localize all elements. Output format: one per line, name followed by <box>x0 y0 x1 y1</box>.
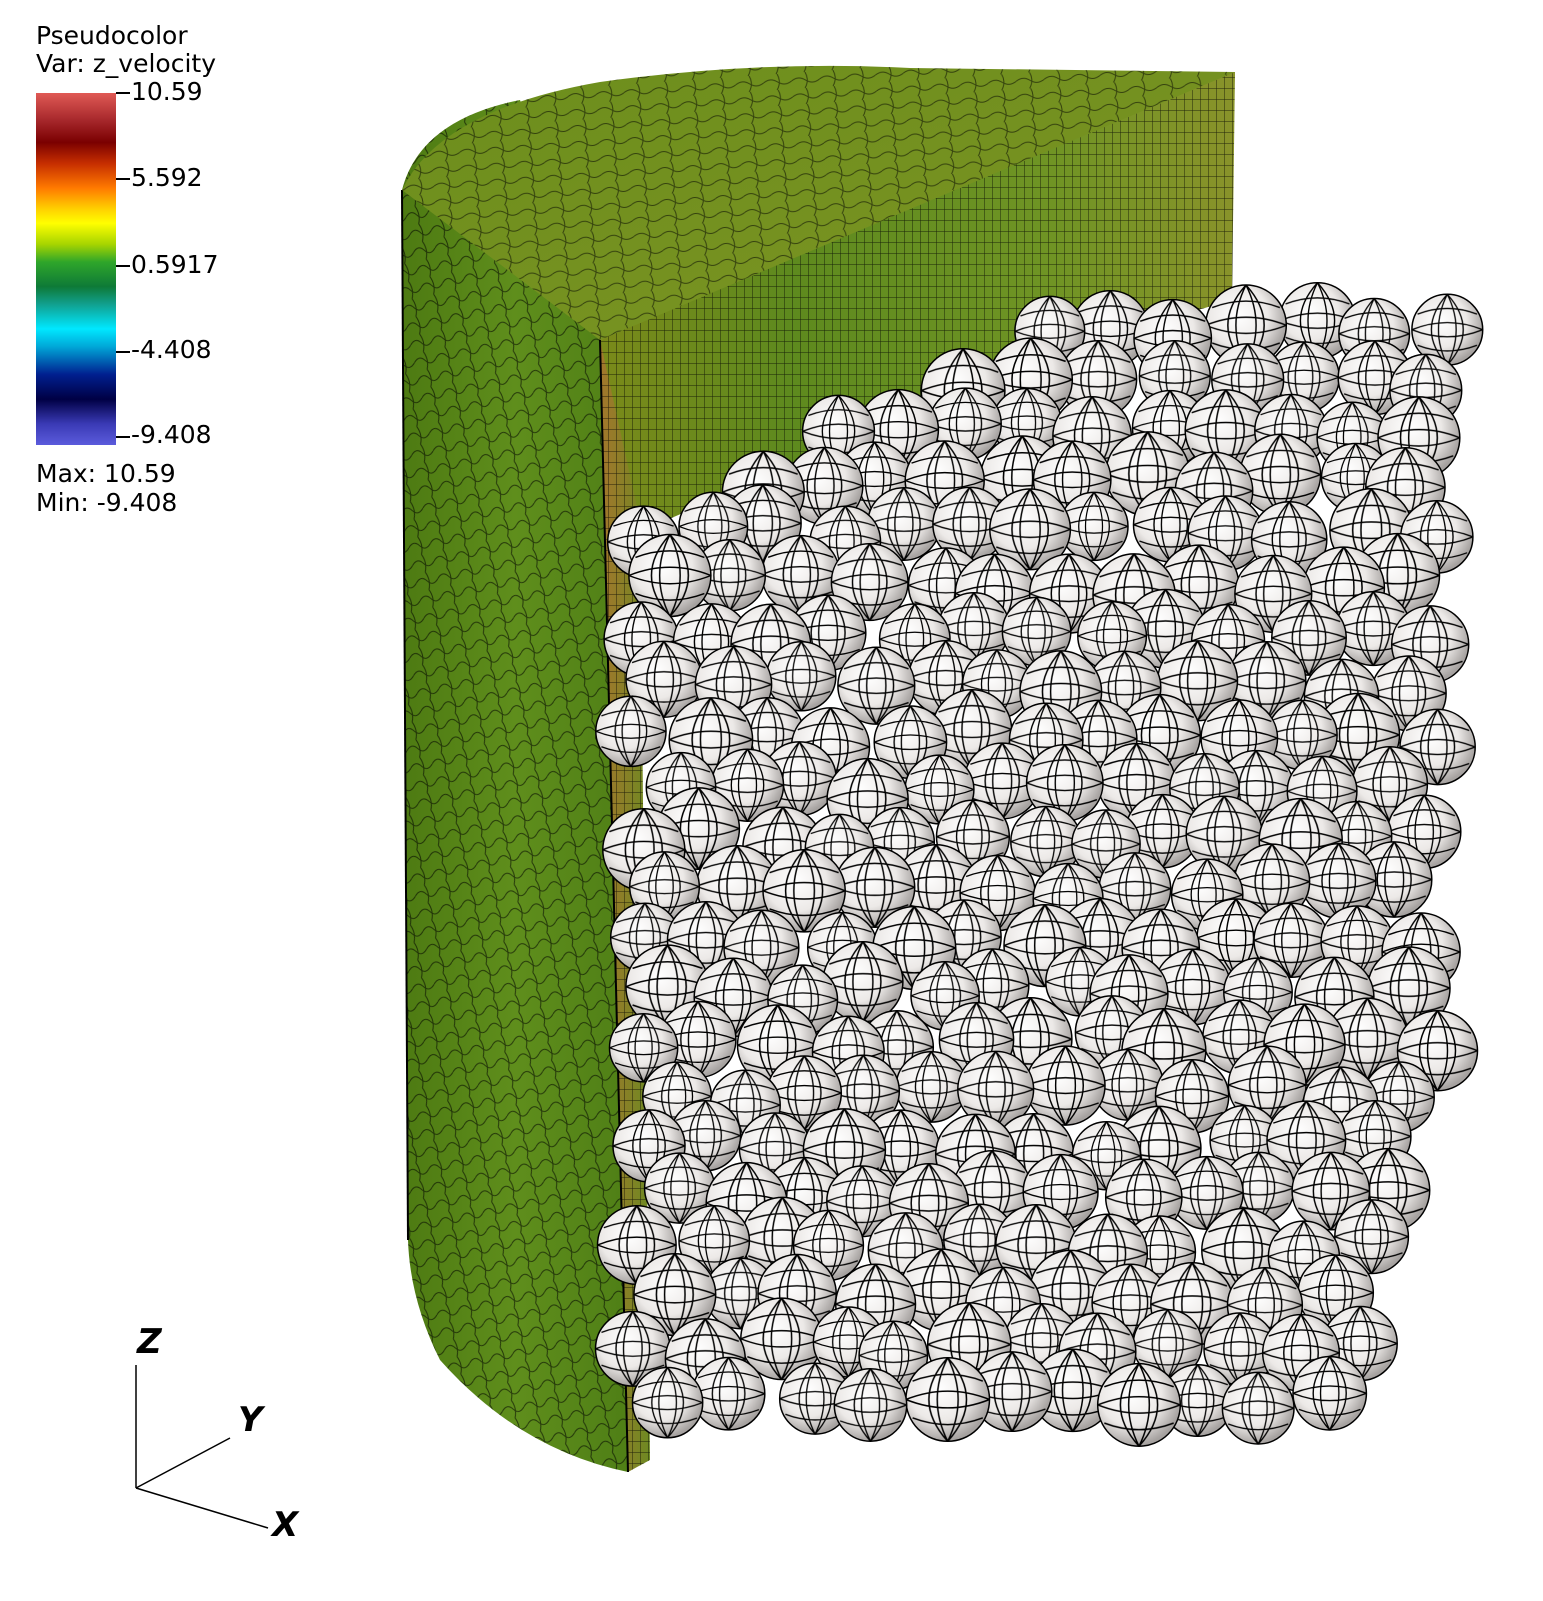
colorbar-tick <box>116 351 130 353</box>
sphere <box>837 646 916 725</box>
colorbar-tick <box>116 178 130 180</box>
sphere <box>1096 1362 1182 1447</box>
sphere <box>989 488 1072 571</box>
sphere <box>762 848 846 933</box>
cylinder-top-cap <box>402 65 1235 340</box>
legend-min: Min: -9.408 <box>36 488 178 517</box>
packed-spheres <box>594 281 1484 1447</box>
legend-variable: Var: z_velocity <box>36 49 217 78</box>
colorbar <box>36 93 116 445</box>
sphere <box>1292 1355 1368 1431</box>
colorbar-tick-label: -9.408 <box>131 420 212 449</box>
legend-title: Pseudocolor <box>36 21 188 50</box>
colorbar-tick <box>116 92 130 94</box>
sphere <box>833 1368 908 1442</box>
sphere <box>595 695 667 768</box>
axis-label-y: Y <box>238 1400 263 1440</box>
sphere <box>1221 1371 1295 1445</box>
axis-label-x: X <box>272 1505 299 1545</box>
colorbar-tick <box>116 436 130 438</box>
axis-label-z: Z <box>137 1322 162 1362</box>
axis-triad <box>135 1365 269 1529</box>
colorbar-tick <box>116 265 130 267</box>
colorbar-tick-label: 5.592 <box>131 163 203 192</box>
sphere <box>691 1356 766 1431</box>
colorbar-tick-label: 10.59 <box>131 77 203 106</box>
legend-max: Max: 10.59 <box>36 459 176 488</box>
sphere <box>1334 1199 1410 1275</box>
sphere <box>905 1356 991 1443</box>
colorbar-tick-label: 0.5917 <box>131 250 219 279</box>
cut-face-back <box>600 72 1235 540</box>
cylinder-outer-surface <box>401 100 628 1472</box>
sphere <box>631 1366 704 1439</box>
colorbar-tick-label: -4.408 <box>131 335 212 364</box>
sphere <box>608 1012 679 1083</box>
